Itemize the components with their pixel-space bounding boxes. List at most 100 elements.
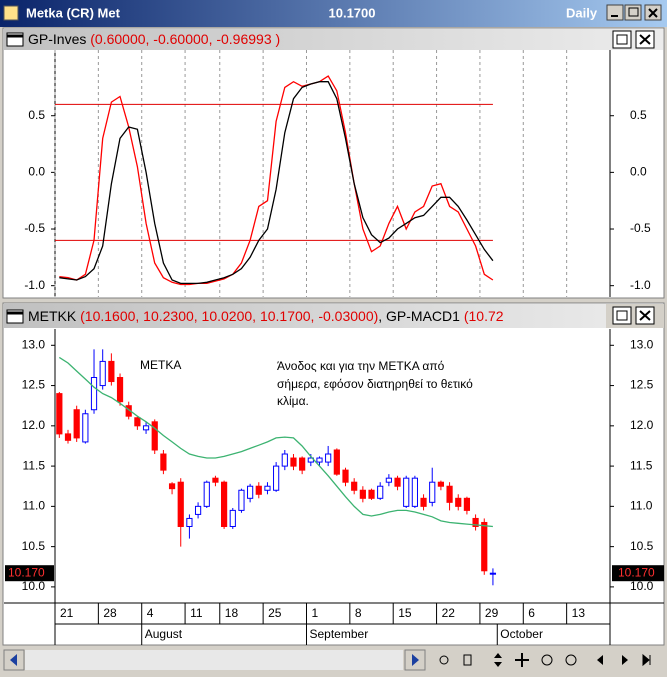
candle-body — [394, 477, 401, 487]
x-tick-label: 29 — [485, 606, 499, 620]
x-tick-label: 28 — [103, 606, 117, 620]
icon — [412, 654, 419, 666]
candle-body — [255, 485, 262, 495]
y-tick-label: 13.0 — [630, 337, 654, 351]
zoom-out-button[interactable] — [541, 654, 553, 666]
last-price-label: 10.170 — [618, 565, 655, 579]
y-tick-label: 0.0 — [28, 165, 45, 179]
minimize-button[interactable] — [606, 4, 624, 21]
x-tick-label: 13 — [572, 606, 586, 620]
x-tick-label: 22 — [442, 606, 456, 620]
x-tick-label: 6 — [528, 606, 535, 620]
moving-average-line — [58, 356, 493, 528]
x-tick-label: 15 — [398, 606, 412, 620]
panel-maximize[interactable] — [612, 306, 632, 325]
window-buttons — [606, 4, 662, 21]
scroll-track[interactable] — [25, 650, 403, 670]
y-tick-label: -1.0 — [630, 278, 651, 292]
candle-body — [446, 485, 453, 503]
y-tick-label: 12.5 — [22, 378, 46, 392]
app-icon — [3, 5, 19, 21]
panel-maximize[interactable] — [612, 30, 632, 49]
candle-body — [116, 377, 124, 403]
candle-body — [377, 485, 384, 499]
candle-body — [281, 453, 288, 467]
candle-body — [333, 449, 340, 475]
y-tick-label: 13.0 — [22, 337, 46, 351]
candle-body — [229, 509, 236, 527]
forward-button[interactable] — [622, 655, 628, 665]
maximize-button[interactable] — [624, 4, 642, 21]
candle-body — [325, 453, 332, 463]
zoom-in-button[interactable] — [565, 654, 577, 666]
candle-body — [273, 465, 280, 491]
candle-body — [64, 433, 72, 441]
ohlc-params: (10.1600, 10.2300, 10.0200, 10.1700, -0.… — [80, 308, 378, 324]
panel-title: METKK (10.1600, 10.2300, 10.0200, 10.170… — [28, 308, 504, 324]
icon — [10, 654, 17, 666]
candle-body — [342, 469, 349, 483]
zoom-v-button[interactable] — [494, 653, 502, 667]
title-bar — [0, 0, 667, 27]
end-button[interactable] — [642, 653, 651, 667]
daily-button[interactable] — [463, 654, 472, 666]
refresh-button[interactable] — [439, 655, 449, 665]
window-title: Metka (CR) Met — [26, 5, 121, 20]
indicator-name: GP-Inves — [28, 31, 86, 47]
candle-body — [437, 481, 444, 487]
move-button[interactable] — [515, 653, 529, 667]
y-tick-label: -1.0 — [24, 278, 45, 292]
panel-title: GP-Inves (0.60000, -0.60000, -0.96993 ) — [28, 31, 280, 47]
y-tick-label: -0.5 — [630, 221, 651, 235]
icon — [628, 7, 639, 17]
y-tick-label: 11.5 — [630, 458, 653, 472]
annotation: σήμερα, εφόσον διατηρηθεί το θετικό — [277, 377, 473, 391]
tool-icons — [439, 653, 651, 667]
candle-body — [160, 453, 167, 471]
y-tick-label: 10.5 — [22, 539, 46, 553]
icon — [639, 34, 651, 45]
y-tick-label: 11.0 — [23, 499, 46, 513]
candle-body — [351, 481, 358, 491]
candle-body — [99, 360, 106, 387]
candle-body — [168, 483, 176, 490]
indicator-panel — [2, 27, 665, 299]
indicator-line — [59, 81, 494, 285]
annotation: κλίμα. — [277, 394, 309, 408]
month-label: August — [145, 627, 183, 641]
candle-body — [463, 497, 471, 511]
y-tick-label: 11.0 — [630, 499, 653, 513]
candle-body — [212, 477, 219, 483]
back-button[interactable] — [597, 655, 603, 665]
candle-body — [316, 457, 323, 463]
icon — [616, 310, 628, 321]
window-period: Daily — [566, 5, 598, 20]
candle-body — [238, 489, 245, 511]
month-label: September — [309, 627, 368, 641]
candle-body — [290, 457, 297, 467]
x-tick-label: 4 — [147, 606, 154, 620]
candle-body — [247, 485, 254, 499]
y-tick-label: -0.5 — [24, 221, 45, 235]
candle-body — [411, 477, 418, 507]
indicator-params: (0.60000, -0.60000, -0.96993 ) — [90, 31, 280, 47]
y-tick-label: 12.5 — [630, 378, 654, 392]
y-tick-label: 10.5 — [630, 539, 654, 553]
candle-body — [489, 572, 497, 575]
candle-body — [82, 413, 89, 443]
y-tick-label: 12.0 — [22, 418, 46, 432]
window-price: 10.1700 — [329, 5, 376, 20]
candle-body — [472, 517, 479, 527]
annotation: Άνοδος και για την ΜΕΤΚΑ από — [277, 359, 445, 373]
candle-body — [420, 497, 427, 507]
y-tick-label: 11.5 — [23, 458, 46, 472]
candle-body — [403, 477, 410, 507]
last-price-label: 10.170 — [8, 565, 45, 579]
candle-body — [142, 425, 150, 431]
y-tick-label: 10.0 — [630, 579, 654, 593]
candle-body — [108, 360, 115, 383]
candle-body — [221, 481, 228, 527]
x-tick-label: 25 — [268, 606, 282, 620]
candle-body — [134, 417, 141, 427]
